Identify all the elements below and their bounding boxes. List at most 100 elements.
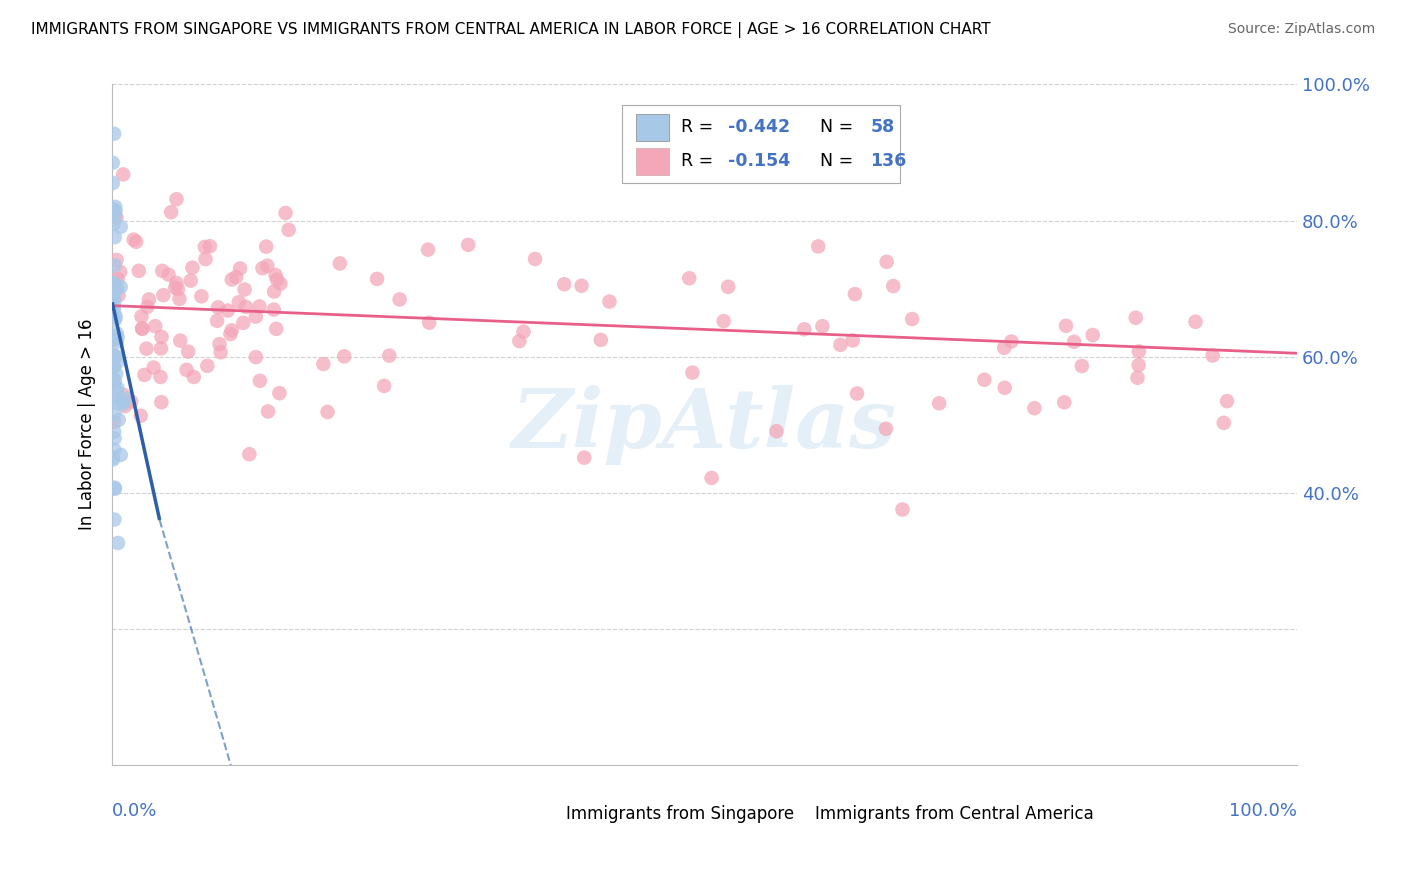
Point xyxy=(1201,349,1223,363)
Point xyxy=(973,373,995,387)
Point xyxy=(681,366,703,380)
Point xyxy=(169,292,191,306)
Point xyxy=(107,381,129,395)
Point xyxy=(108,265,131,279)
Point xyxy=(128,264,150,278)
Point xyxy=(101,358,124,372)
Point xyxy=(333,349,356,363)
Point xyxy=(107,536,129,550)
Bar xyxy=(533,803,560,825)
Point xyxy=(180,274,202,288)
Point xyxy=(366,272,388,286)
Point xyxy=(101,277,124,291)
Text: N =: N = xyxy=(808,153,859,170)
Point xyxy=(104,482,127,496)
Point xyxy=(1184,315,1206,329)
Point xyxy=(245,310,267,324)
Point xyxy=(208,337,231,351)
Point xyxy=(190,289,212,303)
Point xyxy=(120,394,142,409)
Point xyxy=(713,314,735,328)
Text: 100.0%: 100.0% xyxy=(1229,803,1298,821)
Point xyxy=(103,333,125,347)
Point xyxy=(103,442,125,457)
Point xyxy=(245,350,267,364)
Point xyxy=(700,471,723,485)
Text: R =: R = xyxy=(681,119,718,136)
Point xyxy=(183,370,205,384)
Point xyxy=(329,256,352,270)
Point xyxy=(103,307,125,321)
Point xyxy=(149,342,172,356)
Point xyxy=(114,392,136,406)
Point xyxy=(103,359,125,374)
Point xyxy=(274,206,297,220)
Point xyxy=(165,280,187,294)
Point xyxy=(844,287,866,301)
Point xyxy=(263,302,285,317)
Point xyxy=(103,349,125,363)
Point xyxy=(373,379,395,393)
Point xyxy=(876,254,898,268)
Point xyxy=(225,270,247,285)
Point xyxy=(207,301,229,315)
FancyBboxPatch shape xyxy=(621,105,900,183)
Point xyxy=(143,319,166,334)
Point xyxy=(177,344,200,359)
Point xyxy=(103,217,125,231)
Point xyxy=(312,357,335,371)
Point xyxy=(194,240,217,254)
Point xyxy=(928,396,950,410)
Text: 58: 58 xyxy=(870,119,894,136)
Point xyxy=(316,405,339,419)
Point xyxy=(101,202,124,216)
Point xyxy=(104,312,127,326)
Point xyxy=(830,338,852,352)
Point xyxy=(195,359,218,373)
Point xyxy=(1000,334,1022,349)
Point xyxy=(263,285,285,299)
Point xyxy=(1053,395,1076,409)
Point xyxy=(135,342,157,356)
Text: N =: N = xyxy=(808,119,859,136)
Point xyxy=(103,349,125,363)
Point xyxy=(1212,416,1234,430)
Point xyxy=(104,374,127,388)
Point xyxy=(841,334,863,348)
Point xyxy=(105,367,128,381)
Point xyxy=(101,452,124,467)
Point xyxy=(1024,401,1046,416)
Point xyxy=(264,322,287,336)
Point xyxy=(589,333,612,347)
Point xyxy=(105,252,128,267)
Point xyxy=(1125,310,1147,325)
Point xyxy=(104,230,127,244)
Point xyxy=(238,447,260,461)
Point xyxy=(103,295,125,310)
Point xyxy=(228,295,250,310)
Point xyxy=(1216,394,1239,409)
Point xyxy=(105,334,128,349)
Point xyxy=(221,323,243,337)
Text: Source: ZipAtlas.com: Source: ZipAtlas.com xyxy=(1227,22,1375,37)
Point xyxy=(416,243,439,257)
Point xyxy=(388,293,411,307)
Point xyxy=(104,310,127,324)
Point xyxy=(252,261,274,276)
Point xyxy=(891,502,914,516)
Text: IMMIGRANTS FROM SINGAPORE VS IMMIGRANTS FROM CENTRAL AMERICA IN LABOR FORCE | AG: IMMIGRANTS FROM SINGAPORE VS IMMIGRANTS … xyxy=(31,22,991,38)
Point xyxy=(131,322,153,336)
Text: 136: 136 xyxy=(870,153,907,170)
Point xyxy=(107,330,129,344)
Point xyxy=(219,326,242,341)
Point xyxy=(1070,359,1092,373)
Point xyxy=(457,237,479,252)
Point xyxy=(269,386,291,401)
Point xyxy=(266,273,288,287)
Text: -0.442: -0.442 xyxy=(728,119,790,136)
Point xyxy=(111,397,134,411)
Point xyxy=(101,450,124,465)
Point xyxy=(1054,318,1077,333)
Point xyxy=(194,252,217,266)
Point xyxy=(249,300,271,314)
